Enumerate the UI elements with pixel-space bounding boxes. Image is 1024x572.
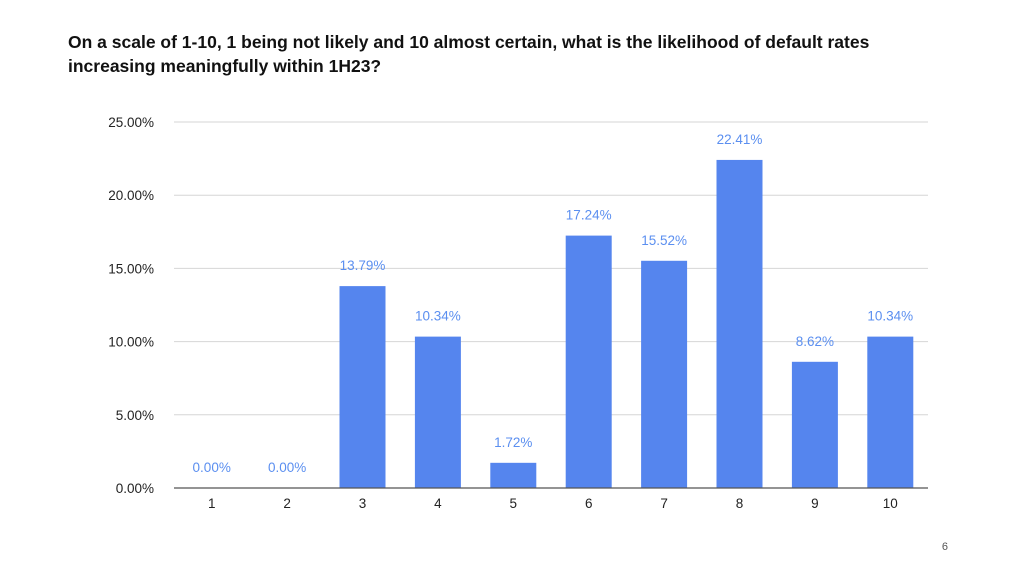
y-axis-ticks: 0.00% 5.00% 10.00% 15.00% 20.00% 25.00% [108,115,154,496]
bar [414,336,461,488]
x-tick-label: 1 [208,496,216,511]
data-label: 15.52% [641,233,687,248]
data-label: 1.72% [494,435,532,450]
data-label: 10.34% [415,309,461,324]
x-tick-label: 9 [811,496,819,511]
x-tick-label: 6 [585,496,593,511]
data-label: 0.00% [268,460,306,475]
page-number: 6 [941,541,948,553]
y-tick-label: 15.00% [108,261,154,276]
x-tick-label: 5 [510,496,518,511]
data-label: 0.00% [193,460,231,475]
data-label: 22.41% [717,132,763,147]
data-label: 17.24% [566,208,612,223]
bars [339,159,914,488]
chart-title: On a scale of 1-10, 1 being not likely a… [68,32,870,76]
bar [716,159,763,488]
x-axis-ticks: 1 2 3 4 5 6 7 8 9 10 [208,496,898,511]
x-tick-label: 2 [283,496,291,511]
data-label: 13.79% [340,258,386,273]
bar [339,286,386,488]
x-tick-label: 3 [359,496,367,511]
y-tick-label: 20.00% [108,188,154,203]
x-tick-label: 4 [434,496,442,511]
bar [641,260,688,488]
x-tick-label: 10 [883,496,898,511]
bar [490,462,537,488]
y-tick-label: 10.00% [108,335,154,350]
bar [791,361,838,488]
data-label: 10.34% [867,309,913,324]
bar [867,336,914,488]
bar [565,235,612,488]
y-tick-label: 25.00% [108,115,154,130]
data-label: 8.62% [796,334,834,349]
x-tick-label: 7 [660,496,668,511]
data-labels: 0.00% 0.00% 13.79% 10.34% 1.72% 17.24% 15.52% 2… [193,132,914,475]
y-tick-label: 5.00% [116,408,154,423]
y-tick-label: 0.00% [116,481,154,496]
x-tick-label: 8 [736,496,744,511]
